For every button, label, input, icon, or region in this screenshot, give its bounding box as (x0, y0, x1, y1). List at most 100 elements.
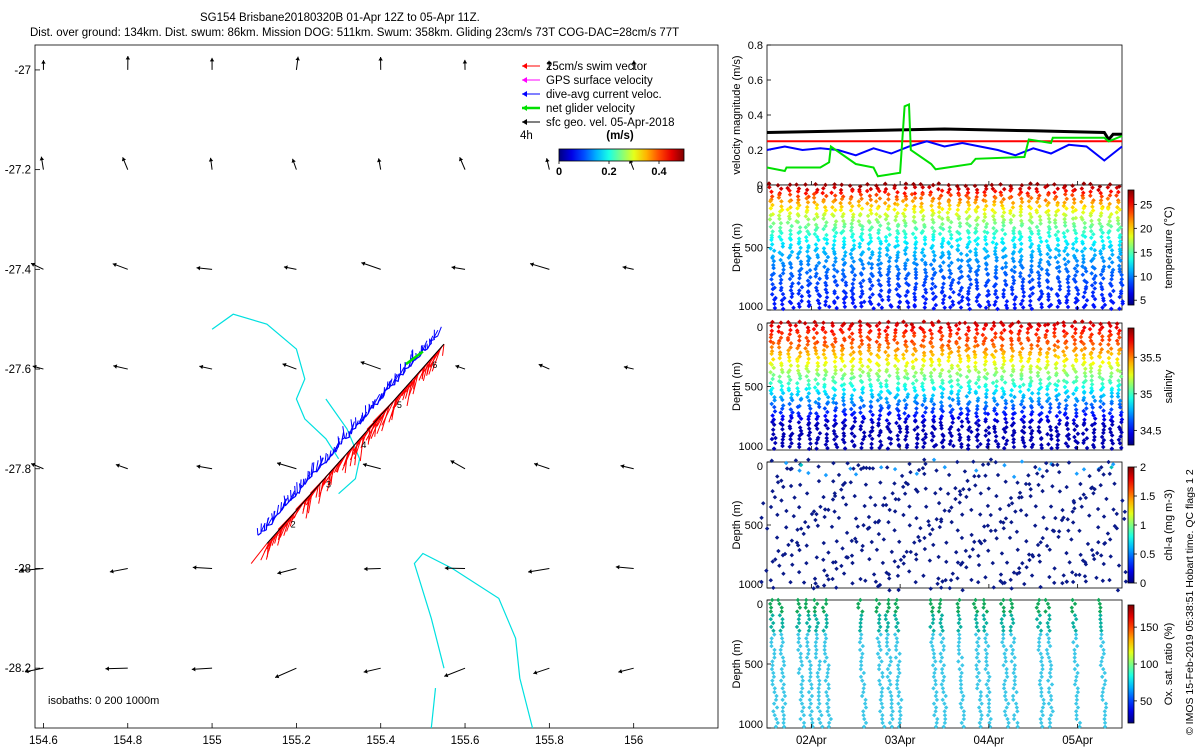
salinity-point (1075, 431, 1081, 437)
temperature-point (955, 248, 961, 253)
oxygen-point (863, 720, 869, 726)
oxygen-point (931, 655, 937, 660)
temperature-point (956, 216, 962, 222)
temperature-point (1108, 298, 1114, 304)
temperature-point (993, 195, 998, 201)
oxygen-point (1005, 724, 1011, 729)
salinity-point (1037, 412, 1042, 418)
temperature-point (933, 294, 938, 300)
salinity-point (993, 388, 999, 394)
salinity-point (992, 359, 997, 365)
chla-point (998, 572, 1004, 577)
salinity-point (948, 331, 953, 337)
oxygen-point (956, 659, 961, 664)
salinity-point (1108, 346, 1114, 352)
oxygen-point (1098, 620, 1104, 626)
temperature-point (1034, 210, 1040, 215)
oxygen-point (1037, 678, 1043, 683)
salinity-point (910, 381, 916, 386)
temperature-point (1028, 286, 1034, 292)
temperature-point (797, 275, 802, 281)
salinity-point (806, 391, 812, 396)
chla-point (1087, 473, 1092, 479)
temperature-point (1082, 204, 1087, 209)
salinity-point (992, 417, 998, 423)
temperature-point (838, 200, 843, 206)
chla-point (1049, 461, 1054, 467)
temperature-point (788, 261, 793, 267)
dac-vector (345, 432, 348, 439)
oxygen-point (885, 624, 891, 630)
oxygen-point (892, 613, 898, 618)
chla-point (811, 586, 816, 591)
salinity-point (1074, 374, 1079, 380)
chla-point (1009, 520, 1014, 525)
oxygen-point (887, 678, 892, 683)
oxygen-point (817, 682, 822, 687)
salinity-point (1029, 444, 1035, 450)
oxygen-point (824, 620, 830, 626)
salinity-point (832, 431, 837, 437)
temperature-point (1028, 298, 1033, 304)
salinity-point (1044, 392, 1050, 397)
oxygen-point (897, 670, 902, 676)
map-xtick-label: 154.8 (113, 735, 142, 747)
salinity-point (1028, 369, 1034, 375)
salinity-point (885, 325, 890, 330)
salinity-point (1021, 414, 1027, 419)
salinity-point (776, 329, 782, 334)
temperature-point (1030, 291, 1035, 296)
oxygen-point (774, 693, 779, 699)
oxygen-point (959, 689, 964, 695)
salinity-point (1106, 342, 1111, 347)
dac-vector (296, 482, 298, 493)
salinity-point (981, 326, 987, 332)
temperature-point (940, 221, 945, 227)
salinity-point (786, 354, 792, 360)
chla-point (860, 543, 865, 549)
temperature-point (1003, 272, 1009, 277)
temperature-point (957, 197, 963, 202)
oxygen-point (976, 659, 982, 664)
temperature-point (878, 273, 884, 278)
chla-point (895, 573, 901, 579)
oxygen-point (771, 620, 776, 626)
temperature-point (787, 235, 793, 241)
salinity-point (805, 325, 811, 330)
chla-point (789, 552, 794, 558)
salinity-point (884, 384, 889, 389)
chla-point (978, 512, 983, 517)
chla-point (1066, 460, 1072, 465)
temperature-point (812, 231, 818, 237)
chla-point (1014, 529, 1020, 534)
salinity-point (868, 404, 874, 410)
temperature-point (941, 275, 947, 281)
salinity-point (806, 382, 811, 388)
oxygen-point (889, 713, 894, 718)
oxygen-point (977, 720, 982, 726)
chla-point (802, 519, 808, 525)
geo-arrow (528, 567, 550, 573)
salinity-point (868, 429, 874, 435)
temperature-point (895, 189, 900, 195)
temperature-point (1028, 205, 1034, 211)
salinity-point (959, 441, 964, 447)
salinity-point (790, 410, 795, 415)
temperature-point (975, 222, 980, 228)
chla-point (1082, 560, 1088, 565)
salinity-point (839, 343, 845, 348)
geo-arrow-head (283, 265, 288, 270)
temperature-point (900, 198, 906, 204)
oxygen-point (1072, 601, 1078, 607)
temperature-point (958, 288, 963, 293)
salinity-point (830, 323, 836, 329)
oxygen-point (824, 689, 829, 695)
salinity-point (1037, 419, 1042, 425)
temperature-point (964, 216, 970, 222)
temperature-point (772, 305, 778, 311)
oxygen-point (1047, 724, 1053, 729)
temperature-point (796, 291, 801, 296)
temperature-point (841, 224, 847, 229)
chla-point (1074, 471, 1079, 476)
